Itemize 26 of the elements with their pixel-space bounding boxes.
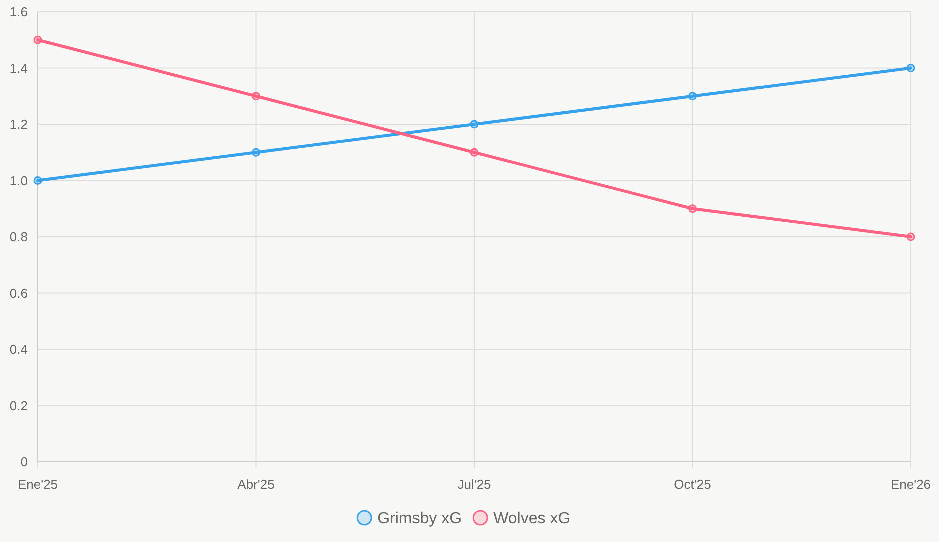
point xyxy=(34,176,42,185)
point xyxy=(470,148,479,157)
point xyxy=(688,92,697,101)
x-tick-label: Abr'25 xyxy=(238,477,275,492)
point xyxy=(906,232,916,242)
x-tick-label: Ene'25 xyxy=(18,477,58,492)
y-tick-label: 0.2 xyxy=(10,398,28,414)
y-tick-label: 0.6 xyxy=(10,286,28,301)
legend-label: Grimsby xG xyxy=(378,510,462,528)
y-tick-label: 1.6 xyxy=(10,4,28,20)
x-tick-label: Jul'25 xyxy=(458,477,492,492)
y-tick-label: 1.2 xyxy=(10,117,28,132)
y-tick-label: 1.0 xyxy=(10,173,28,188)
point xyxy=(252,92,260,101)
point xyxy=(34,36,42,44)
y-tick-label: 1.4 xyxy=(10,60,28,76)
point xyxy=(470,120,479,129)
y-tick-label: 0.4 xyxy=(10,342,28,358)
x-tick-label: Ene'26 xyxy=(890,477,932,492)
point xyxy=(688,204,697,214)
x-tick-label: Oct'25 xyxy=(674,477,712,492)
y-tick-label: 0 xyxy=(20,454,28,470)
y-tick-label: 0.8 xyxy=(10,230,28,245)
legend-label: Wolves xG xyxy=(494,510,571,528)
point xyxy=(906,64,916,72)
point xyxy=(252,148,260,157)
